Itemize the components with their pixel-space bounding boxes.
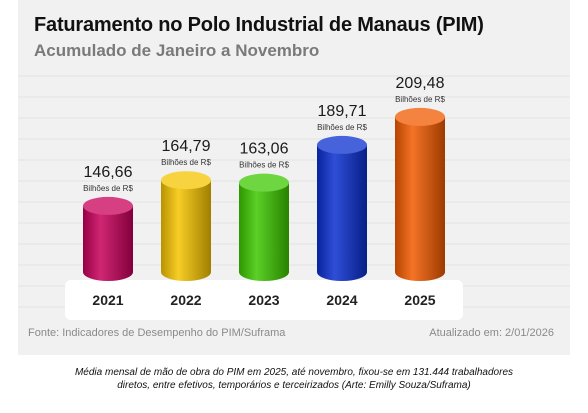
source-note: Fonte: Indicadores de Desempenho do PIM/… xyxy=(28,327,286,339)
unit-label: Bilhões de R$ xyxy=(239,161,289,170)
bar-body xyxy=(161,180,211,281)
category-label: 2024 xyxy=(326,292,357,308)
caption-line-1: Média mensal de mão de obra do PIM em 20… xyxy=(74,367,514,378)
bar-body xyxy=(83,205,133,281)
bar-2021: 146,66 Bilhões de R$ 2021 xyxy=(83,164,133,308)
bar-body xyxy=(395,116,445,281)
platform xyxy=(65,280,463,320)
value-label: 146,66 xyxy=(84,164,133,181)
category-label: 2021 xyxy=(92,292,123,308)
bar-chart: 146,66 Bilhões de R$ 2021 164,79 Bilhões de … xyxy=(65,75,463,320)
category-label: 2022 xyxy=(170,292,201,308)
bar-body xyxy=(317,144,367,281)
bar-top xyxy=(395,107,445,126)
unit-label: Bilhões de R$ xyxy=(395,95,445,104)
bar-top xyxy=(83,196,133,215)
chart-title: Faturamento no Polo Industrial de Manaus… xyxy=(34,14,484,36)
chart-subtitle: Acumulado de Janeiro a Novembro xyxy=(34,41,320,60)
updated-date: Atualizado em: 2/01/2026 xyxy=(429,327,554,339)
unit-label: Bilhões de R$ xyxy=(83,184,133,193)
value-label: 163,06 xyxy=(240,141,289,158)
bar-top xyxy=(239,173,289,192)
bar-body xyxy=(239,182,289,281)
bar-top xyxy=(161,171,211,190)
value-label: 189,71 xyxy=(318,103,367,120)
bar-2024: 189,71 Bilhões de R$ 2024 xyxy=(317,103,367,308)
category-label: 2025 xyxy=(404,292,435,308)
category-label: 2023 xyxy=(248,292,279,308)
bar-2023: 163,06 Bilhões de R$ 2023 xyxy=(239,141,289,308)
value-label: 209,48 xyxy=(396,75,445,92)
infographic: Faturamento no Polo Industrial de Manaus… xyxy=(18,0,570,355)
bar-top xyxy=(317,135,367,154)
value-label: 164,79 xyxy=(162,138,211,155)
bar-2022: 164,79 Bilhões de R$ 2022 xyxy=(161,138,211,308)
unit-label: Bilhões de R$ xyxy=(161,158,211,167)
bar-2025: 209,48 Bilhões de R$ 2025 xyxy=(395,75,445,308)
caption-line-2: diretos, entre efetivos, temporários e t… xyxy=(117,380,471,391)
unit-label: Bilhões de R$ xyxy=(317,123,367,132)
